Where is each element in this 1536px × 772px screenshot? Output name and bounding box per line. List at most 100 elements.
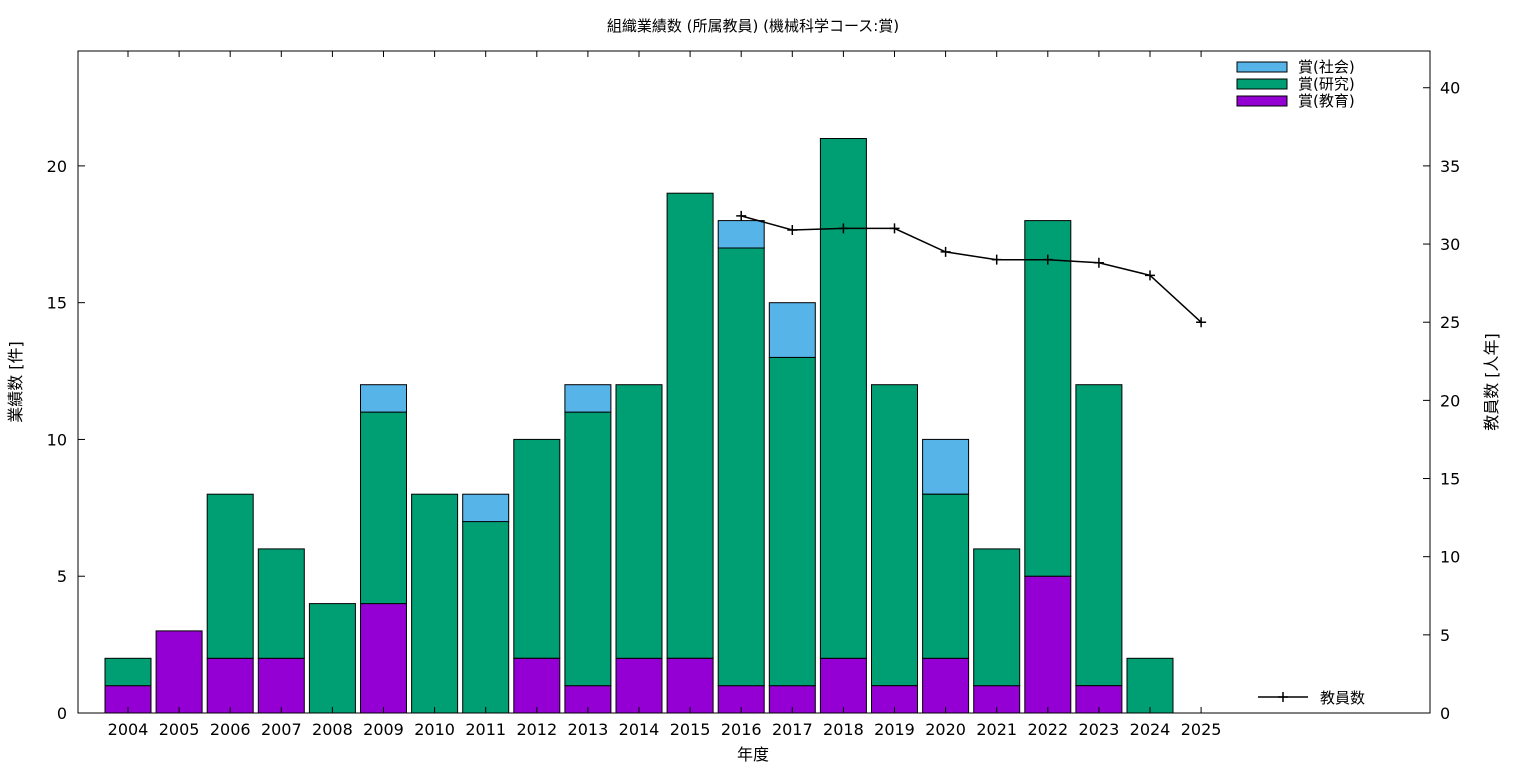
bars-layer — [104, 138, 1174, 714]
line-point-2020 — [940, 246, 951, 257]
bar-2013-series-2 — [564, 384, 612, 413]
y2-tick-label-40: 40 — [1440, 79, 1460, 98]
legend-line-marker — [1278, 692, 1288, 702]
bar-2008-series-1 — [308, 603, 356, 714]
y2-tick-label-30: 30 — [1440, 235, 1460, 254]
bar-2022-series-1 — [1024, 220, 1072, 577]
bar-2021-series-1 — [973, 548, 1021, 687]
y2-tick-label-25: 25 — [1440, 313, 1460, 332]
bar-2020-series-1 — [922, 493, 970, 659]
line-point-2024 — [1145, 270, 1155, 281]
x-tick-label-2005: 2005 — [159, 720, 200, 739]
x-tick-label-2016: 2016 — [721, 720, 762, 739]
x-tick-label-2024: 2024 — [1130, 720, 1171, 739]
x-tick-label-2019: 2019 — [874, 720, 915, 739]
line-point-2016 — [736, 210, 747, 221]
x-tick-label-2015: 2015 — [670, 720, 711, 739]
bar-2018-series-1 — [819, 138, 867, 659]
x-tick-label-2009: 2009 — [363, 720, 404, 739]
bar-2009-series-0 — [360, 603, 407, 714]
y2-axis-label: 教員数 [人年] — [1482, 333, 1501, 431]
bar-2022-series-0 — [1024, 575, 1072, 714]
x-tick-label-2017: 2017 — [772, 720, 813, 739]
legend-swatch-0 — [1236, 61, 1288, 73]
bar-2012-series-1 — [513, 438, 561, 659]
x-tick-label-2008: 2008 — [312, 720, 353, 739]
y2-tick-label-15: 15 — [1440, 470, 1460, 489]
legend-label-1: 賞(研究) — [1298, 75, 1355, 93]
x-tick-label-2023: 2023 — [1079, 720, 1120, 739]
x-tick-label-2025: 2025 — [1181, 720, 1222, 739]
bar-2007-series-1 — [257, 548, 305, 659]
bar-2018-series-0 — [819, 657, 867, 714]
line-point-2022 — [1042, 254, 1053, 265]
legend-label-line: 教員数 — [1320, 689, 1365, 707]
line-point-2023 — [1093, 257, 1104, 268]
line-point-2017 — [787, 224, 798, 235]
line-point-2025 — [1196, 317, 1207, 328]
x-tick-label-2022: 2022 — [1027, 720, 1068, 739]
x-tick-label-2013: 2013 — [568, 720, 609, 739]
line-point-2018 — [838, 223, 849, 234]
bar-2013-series-1 — [564, 411, 612, 687]
y-axis-label: 業績数 [件] — [6, 341, 25, 423]
bar-2020-series-0 — [922, 657, 970, 714]
x-tick-label-2004: 2004 — [108, 720, 149, 739]
line-layer — [736, 210, 1207, 328]
bar-2019-series-1 — [871, 384, 918, 687]
bar-2006-series-0 — [206, 657, 254, 714]
y-tick-label-0: 0 — [57, 704, 67, 723]
bar-2009-series-1 — [360, 411, 407, 605]
bar-2016-series-1 — [717, 247, 765, 687]
bar-2017-series-2 — [768, 302, 816, 358]
bar-2015-series-0 — [666, 657, 714, 714]
line-point-2021 — [991, 254, 1002, 265]
y-tick-label-10: 10 — [47, 430, 67, 449]
line-series-faculty-count — [741, 215, 1202, 323]
chart-title: 組織業績数 (所属教員) (機械科学コース:賞) — [607, 17, 899, 35]
y2-tick-label-0: 0 — [1440, 704, 1450, 723]
bar-2005-series-0 — [155, 630, 203, 714]
bar-2020-series-2 — [922, 438, 970, 495]
y2-tick-label-10: 10 — [1440, 548, 1460, 567]
bar-2006-series-1 — [206, 493, 254, 659]
bar-2012-series-0 — [513, 657, 561, 714]
x-tick-label-2014: 2014 — [619, 720, 660, 739]
y2-tick-label-20: 20 — [1440, 391, 1460, 410]
line-point-2019 — [889, 223, 900, 234]
bar-2009-series-2 — [360, 384, 407, 413]
bar-2011-series-1 — [462, 521, 510, 714]
x-tick-label-2018: 2018 — [823, 720, 864, 739]
legend-label-2: 賞(教育) — [1298, 92, 1355, 110]
y-tick-label-20: 20 — [47, 157, 67, 176]
y2-tick-label-5: 5 — [1440, 626, 1450, 645]
x-tick-label-2010: 2010 — [414, 720, 455, 739]
bar-2011-series-2 — [462, 493, 510, 523]
bar-2017-series-1 — [768, 356, 816, 687]
bar-2014-series-1 — [615, 384, 663, 659]
y-tick-label-15: 15 — [47, 294, 67, 313]
legend-swatch-1 — [1236, 78, 1288, 90]
bar-2007-series-0 — [257, 657, 305, 714]
legend: 賞(社会)賞(研究)賞(教育) 教員数 — [1236, 58, 1365, 707]
legend-label-0: 賞(社会) — [1298, 58, 1355, 76]
x-tick-label-2020: 2020 — [925, 720, 966, 739]
bar-2014-series-0 — [615, 657, 663, 714]
x-tick-label-2011: 2011 — [465, 720, 506, 739]
y-tick-label-5: 5 — [57, 567, 67, 586]
legend-swatch-2 — [1236, 95, 1288, 107]
y2-tick-label-35: 35 — [1440, 157, 1460, 176]
plot-frame — [77, 50, 1431, 714]
bar-2015-series-1 — [666, 192, 714, 659]
bar-2016-series-2 — [717, 220, 765, 249]
x-tick-label-2021: 2021 — [976, 720, 1017, 739]
bar-2010-series-1 — [411, 493, 459, 714]
bar-2023-series-1 — [1075, 384, 1123, 687]
bar-2004-series-1 — [104, 657, 152, 687]
x-tick-label-2012: 2012 — [516, 720, 557, 739]
x-tick-label-2006: 2006 — [210, 720, 251, 739]
bar-2024-series-1 — [1126, 657, 1174, 714]
